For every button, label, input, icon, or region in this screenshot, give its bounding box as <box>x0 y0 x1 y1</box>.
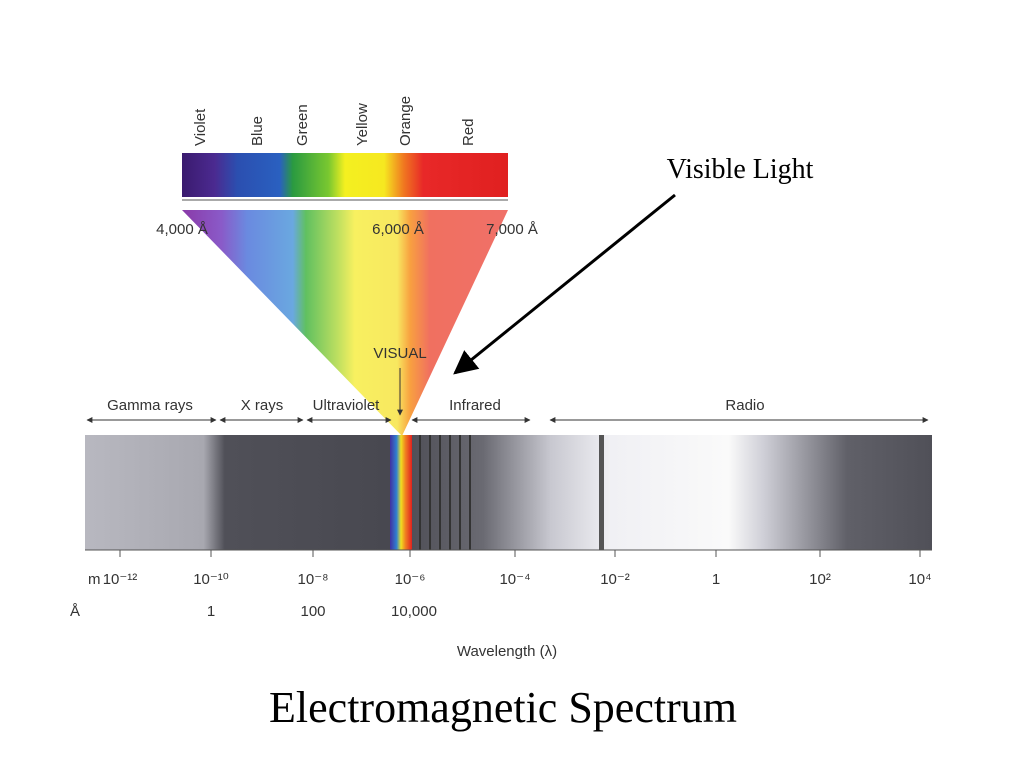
angstrom-unit: Å <box>70 603 80 620</box>
wavelength-label: 4,000 Å <box>156 221 208 238</box>
band-label: Gamma rays <box>107 397 193 414</box>
meter-tick-label: 1 <box>712 571 720 588</box>
color-label: Blue <box>249 116 266 146</box>
visible-band <box>182 153 508 197</box>
color-label: Green <box>294 104 311 146</box>
color-label: Yellow <box>354 103 371 146</box>
callout: Visible Light <box>667 154 814 185</box>
angstrom-tick-label: 100 <box>300 603 325 620</box>
angstrom-tick-label: 1 <box>207 603 215 620</box>
band-label: Ultraviolet <box>313 397 381 414</box>
meter-tick-label: 10⁴ <box>908 571 931 588</box>
color-label: Orange <box>397 96 414 146</box>
band-label: X rays <box>241 397 284 414</box>
meter-tick-label: 10⁻¹² <box>103 571 138 588</box>
wavelength-label: 7,000 Å <box>486 221 538 238</box>
meter-tick-label: 10² <box>809 571 831 588</box>
color-label: Red <box>460 118 477 146</box>
wavelength-label: 6,000 Å <box>372 221 424 238</box>
meter-unit: m <box>88 571 101 588</box>
angstrom-tick-label: 10,000 <box>391 603 437 620</box>
band-label: Infrared <box>449 397 501 414</box>
axis-label: Wavelength (λ) <box>457 643 557 660</box>
band-label: Radio <box>725 397 764 414</box>
meter-tick-label: 10⁻⁶ <box>395 571 426 588</box>
spectrum-bar <box>85 435 932 550</box>
radio-line <box>599 435 604 550</box>
callout-arrow <box>453 193 676 375</box>
meter-tick-label: 10⁻⁴ <box>499 571 530 588</box>
visual-label: VISUAL <box>373 345 426 362</box>
color-label: Violet <box>192 108 209 146</box>
infrared-lines <box>419 435 471 550</box>
visible-strip <box>390 435 412 550</box>
meter-tick-label: 10⁻⁸ <box>298 571 329 588</box>
meter-tick-label: 10⁻² <box>600 571 630 588</box>
light-fan <box>182 210 508 436</box>
title: Electromagnetic Spectrum <box>269 683 737 732</box>
meter-tick-label: 10⁻¹⁰ <box>193 571 229 588</box>
